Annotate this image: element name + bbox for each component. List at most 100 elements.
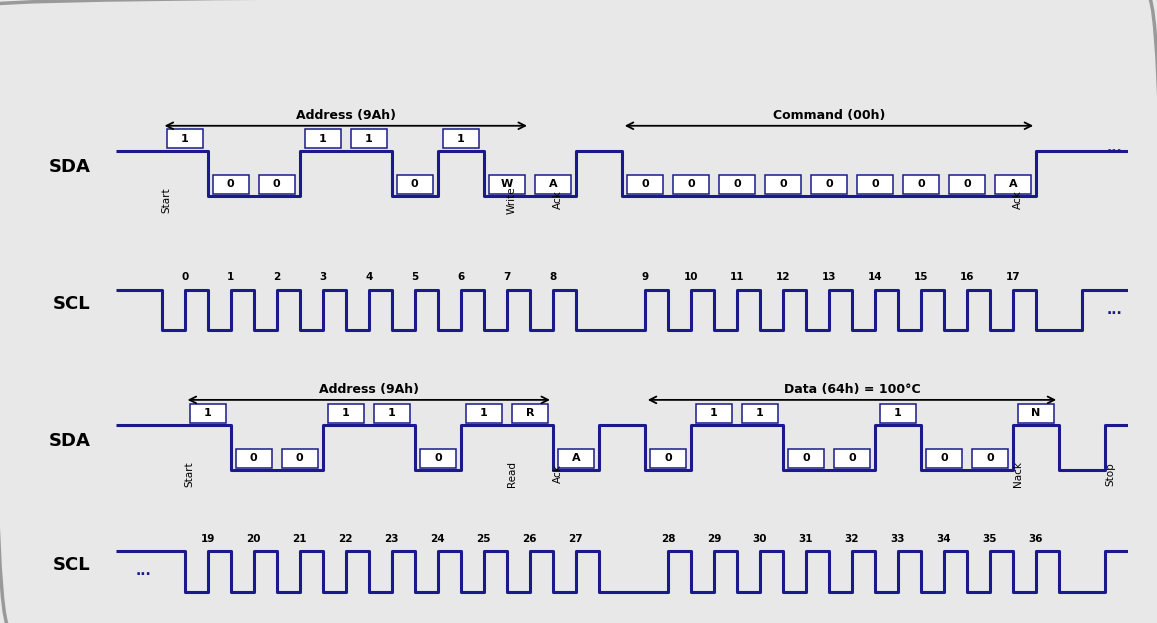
Bar <box>259 175 295 194</box>
Text: 0: 0 <box>227 179 235 189</box>
Bar <box>236 449 272 468</box>
Bar <box>718 175 754 194</box>
Bar <box>466 404 502 422</box>
Text: 34: 34 <box>937 534 951 544</box>
Bar <box>167 130 202 148</box>
Text: 30: 30 <box>753 534 767 544</box>
Text: 7: 7 <box>503 272 510 282</box>
Text: 28: 28 <box>661 534 676 544</box>
Text: 0: 0 <box>734 179 740 189</box>
Text: 0: 0 <box>986 454 994 464</box>
Text: Write: Write <box>507 186 517 214</box>
Bar <box>673 175 709 194</box>
Text: 32: 32 <box>845 534 860 544</box>
Text: 2: 2 <box>273 272 280 282</box>
Text: 9: 9 <box>641 272 648 282</box>
Text: 31: 31 <box>798 534 813 544</box>
Text: ...: ... <box>1106 303 1122 316</box>
Text: 1: 1 <box>180 134 189 144</box>
Bar <box>558 449 594 468</box>
Text: SDA: SDA <box>49 432 90 450</box>
Text: 1: 1 <box>342 408 349 418</box>
Bar <box>627 175 663 194</box>
Text: 0: 0 <box>687 179 694 189</box>
Bar <box>374 404 410 422</box>
Bar <box>949 175 985 194</box>
Bar <box>282 449 318 468</box>
Bar <box>697 404 732 422</box>
Text: W: W <box>501 179 513 189</box>
Text: 19: 19 <box>200 534 215 544</box>
Text: 0: 0 <box>779 179 787 189</box>
Bar <box>904 175 939 194</box>
Text: 13: 13 <box>821 272 837 282</box>
Bar <box>397 175 433 194</box>
Text: 33: 33 <box>891 534 905 544</box>
Text: N: N <box>1031 408 1040 418</box>
Text: 1: 1 <box>364 134 373 144</box>
Text: 12: 12 <box>775 272 790 282</box>
Text: 1: 1 <box>204 408 212 418</box>
Bar <box>880 404 916 422</box>
Text: 0: 0 <box>273 179 280 189</box>
Text: 27: 27 <box>568 534 583 544</box>
Text: 16: 16 <box>960 272 974 282</box>
Text: SDA: SDA <box>49 158 90 176</box>
Text: 4: 4 <box>366 272 373 282</box>
Bar <box>213 175 249 194</box>
Text: SCL: SCL <box>53 556 90 574</box>
Text: 6: 6 <box>457 272 464 282</box>
Bar <box>995 175 1031 194</box>
Text: Address (9Ah): Address (9Ah) <box>296 109 396 122</box>
Text: 0: 0 <box>941 454 948 464</box>
Text: 1: 1 <box>756 408 764 418</box>
Text: 1: 1 <box>457 134 465 144</box>
Text: Ack: Ack <box>553 191 562 209</box>
Text: 0: 0 <box>918 179 924 189</box>
Text: A: A <box>1009 179 1017 189</box>
Bar <box>811 175 847 194</box>
Text: Start: Start <box>162 187 171 212</box>
Bar <box>535 175 570 194</box>
Bar <box>1018 404 1054 422</box>
Text: 0: 0 <box>848 454 856 464</box>
Text: 35: 35 <box>982 534 997 544</box>
Text: 26: 26 <box>523 534 537 544</box>
Text: Nack: Nack <box>1014 461 1023 487</box>
Text: 0: 0 <box>964 179 971 189</box>
Text: 14: 14 <box>868 272 883 282</box>
Text: 0: 0 <box>296 454 303 464</box>
Text: 0: 0 <box>825 179 833 189</box>
Text: 3: 3 <box>319 272 326 282</box>
Text: 24: 24 <box>430 534 445 544</box>
Text: 0: 0 <box>802 454 810 464</box>
Text: Ack: Ack <box>553 465 562 483</box>
Bar <box>489 175 525 194</box>
Text: 0: 0 <box>434 454 442 464</box>
Text: ...: ... <box>135 564 152 578</box>
Text: 1: 1 <box>388 408 396 418</box>
Text: 20: 20 <box>246 534 261 544</box>
Text: Start: Start <box>185 461 194 487</box>
Bar <box>972 449 1008 468</box>
Text: 0: 0 <box>641 179 649 189</box>
Bar <box>650 449 686 468</box>
Text: R: R <box>525 408 535 418</box>
Text: ...: ... <box>135 416 152 430</box>
Bar <box>788 449 824 468</box>
Text: 1: 1 <box>319 134 326 144</box>
Text: 15: 15 <box>914 272 928 282</box>
Text: Command (00h): Command (00h) <box>773 109 885 122</box>
Bar <box>304 130 340 148</box>
Text: 22: 22 <box>339 534 353 544</box>
Bar <box>765 175 801 194</box>
Text: 1: 1 <box>480 408 488 418</box>
Bar <box>351 130 386 148</box>
Text: 8: 8 <box>550 272 557 282</box>
Text: 5: 5 <box>411 272 419 282</box>
Bar <box>511 404 547 422</box>
Text: A: A <box>572 454 580 464</box>
Text: 23: 23 <box>384 534 399 544</box>
Bar <box>327 404 363 422</box>
Text: 11: 11 <box>730 272 744 282</box>
